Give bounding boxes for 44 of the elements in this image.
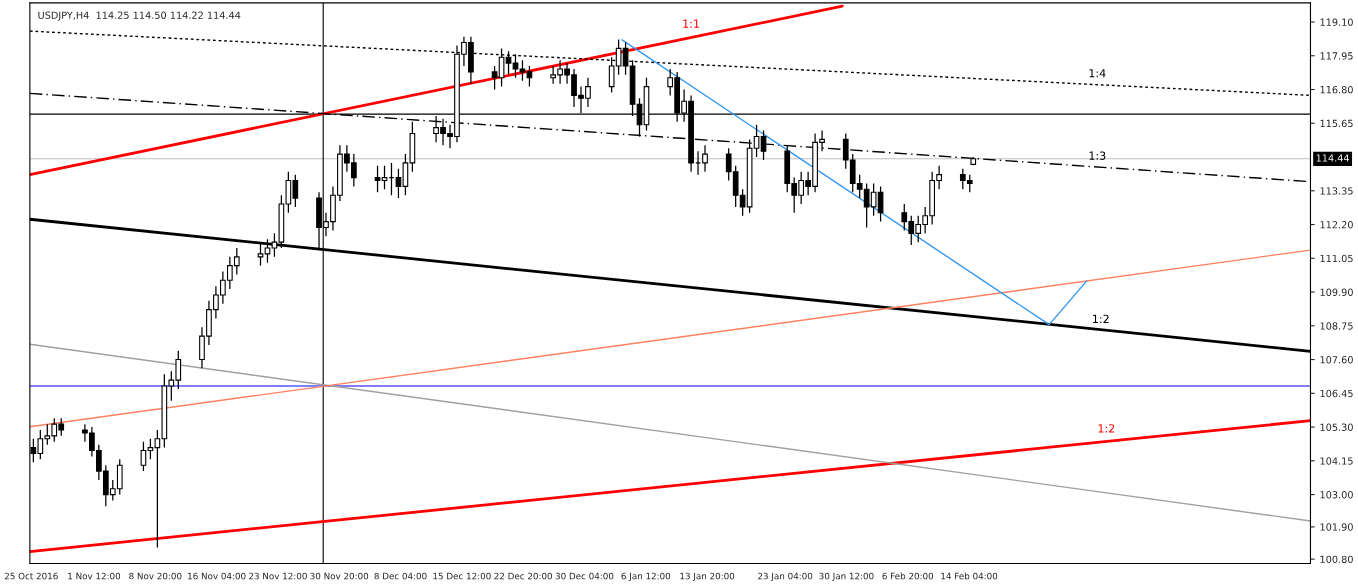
x-tick-label: 6 Jan 12:00 [621, 572, 671, 581]
annotation: 1:3 [1089, 151, 1106, 160]
y-tick-label: 106.45 [1320, 389, 1353, 398]
annotation: 1:2 [1093, 314, 1109, 323]
x-tick-label: 25 Oct 2016 [4, 572, 58, 580]
y-tick-label: 107.60 [1320, 356, 1353, 364]
y-tick-label: 115.65 [1320, 119, 1353, 128]
text: USDJPY,H4 114.25 114.50 114.22 114.44 [38, 11, 241, 21]
candlestick [257, 241, 264, 267]
x-tick-label: 22 Dec 20:00 [494, 572, 552, 580]
candlestick [512, 53, 519, 79]
y-tick-label: 104.15 [1320, 457, 1353, 465]
y-tick-label: 100.80 [1320, 555, 1353, 563]
x-tick-label: 15 Dec 12:00 [433, 572, 491, 580]
x-tick-label: 30 Jan 12:00 [819, 572, 874, 581]
y-tick-label: 112.20 [1320, 221, 1353, 229]
x-tick-label: 13 Jan 20:00 [680, 572, 735, 581]
x-tick-label: 16 Nov 04:00 [188, 572, 246, 580]
ref-line-label: 114.44 [1316, 154, 1350, 162]
y-tick-label: 119.10 [1320, 18, 1353, 26]
x-tick-label: 1 Nov 12:00 [68, 572, 121, 580]
y-tick-label: 113.35 [1320, 187, 1353, 195]
y-tick-label: 101.90 [1320, 523, 1353, 531]
candlestick [702, 144, 708, 173]
y-tick-label: 103.00 [1320, 491, 1353, 499]
annotation: 1:4 [1089, 69, 1106, 78]
x-tick-label: 23 Nov 12:00 [249, 572, 307, 580]
y-tick-label: 111.05 [1320, 254, 1353, 263]
annotation: 1:2 [1098, 424, 1115, 433]
candlestick [381, 165, 388, 190]
y-tick-label: 116.80 [1320, 85, 1353, 94]
y-tick-label: 117.95 [1320, 52, 1353, 60]
y-tick-label: 105.30 [1320, 423, 1353, 431]
x-tick-label: 30 Nov 20:00 [310, 572, 369, 580]
y-tick-label: 109.90 [1320, 288, 1353, 296]
x-tick-label: 8 Dec 04:00 [374, 572, 427, 580]
x-tick-label: 6 Feb 20:00 [882, 572, 934, 580]
y-tick-label: 108.75 [1320, 322, 1353, 330]
x-tick-label: 23 Jan 04:00 [758, 572, 813, 581]
candlestick [374, 165, 381, 193]
x-tick-label: 30 Dec 04:00 [555, 572, 614, 580]
annotation: 1:1 [683, 19, 699, 28]
x-tick-label: 14 Feb 04:00 [941, 572, 998, 580]
x-tick-label: 8 Nov 20:00 [129, 572, 182, 580]
